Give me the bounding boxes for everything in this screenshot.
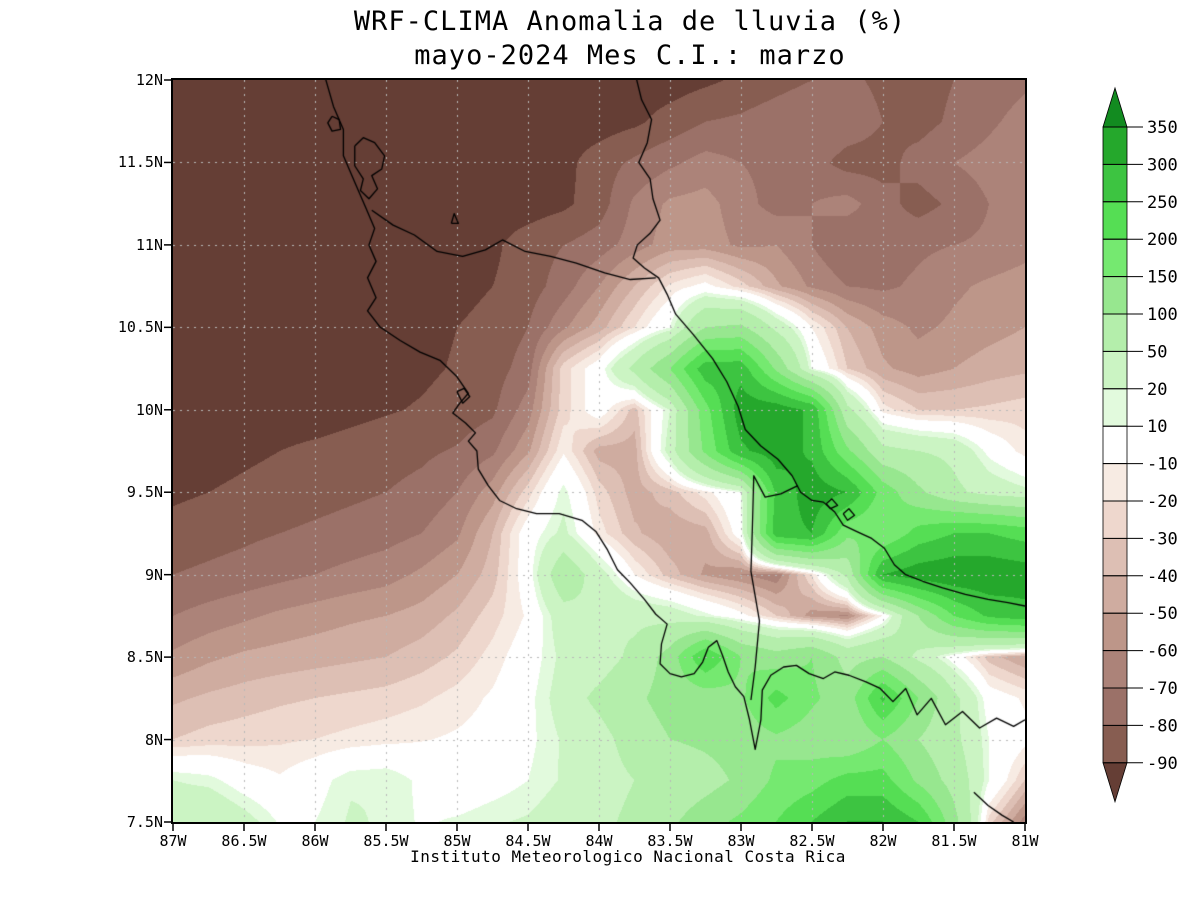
y-tick-label: 8.5N <box>126 648 163 667</box>
y-tick-label: 11.5N <box>117 153 163 172</box>
colorbar-tick-label: -30 <box>1147 529 1178 549</box>
colorbar-tick-label: 150 <box>1147 268 1178 288</box>
colorbar-tick-label: -60 <box>1147 642 1178 662</box>
colorbar-segment <box>1102 201 1128 240</box>
colorbar-segment <box>1102 500 1128 539</box>
y-tick-label: 12N <box>135 71 163 89</box>
colorbar-tick-label: 20 <box>1147 380 1167 400</box>
colorbar-upper-arrow <box>1102 86 1128 128</box>
colorbar-segment <box>1102 425 1128 465</box>
colorbar-segment <box>1102 313 1128 352</box>
colorbar-lower-arrow <box>1102 762 1128 804</box>
x-tick-label: 81.5W <box>931 832 977 850</box>
y-tick-label: 10.5N <box>117 318 163 337</box>
x-tick-label: 84.5W <box>505 832 551 850</box>
colorbar-tick-label: -50 <box>1147 604 1178 624</box>
colorbar-tick-label: 350 <box>1147 118 1178 138</box>
colorbar-segment <box>1102 238 1128 277</box>
colorbar-segment <box>1102 725 1128 764</box>
colorbar-segment <box>1102 350 1128 390</box>
colorbar-tick-label: -80 <box>1147 716 1178 736</box>
chart-subtitle: mayo-2024 Mes C.I.: marzo <box>414 40 846 71</box>
x-tick-label: 85.5W <box>363 832 409 850</box>
x-tick-label: 86W <box>301 832 329 850</box>
colorbar-tick-label: -70 <box>1147 679 1178 699</box>
colorbar-segment <box>1102 163 1128 203</box>
x-tick-label: 85W <box>443 832 471 850</box>
source-caption: Instituto Meteorologico Nacional Costa R… <box>410 847 846 866</box>
x-tick-label: 82.5W <box>789 832 835 850</box>
colorbar-tick-label: -40 <box>1147 567 1178 587</box>
y-tick-label: 10N <box>135 400 163 419</box>
colorbar-tick-label: -90 <box>1147 754 1178 774</box>
chart-title: WRF-CLIMA Anomalia de lluvia (%) <box>353 6 907 37</box>
colorbar-tick-label: 200 <box>1147 230 1178 250</box>
x-tick-label: 82W <box>869 832 897 850</box>
colorbar-segment <box>1102 276 1128 315</box>
colorbar-tick-label: 300 <box>1147 155 1178 175</box>
colorbar-tick-label: 10 <box>1147 417 1167 437</box>
contour-map-canvas <box>173 80 1025 822</box>
colorbar-segment <box>1102 388 1128 427</box>
map-plot-area <box>171 78 1027 824</box>
colorbar-segment <box>1102 463 1128 502</box>
y-tick-label: 8N <box>144 730 163 749</box>
colorbar-segment <box>1102 687 1128 726</box>
y-tick-label: 11N <box>135 235 163 254</box>
x-tick-label: 87W <box>159 832 187 850</box>
x-tick-label: 83W <box>727 832 755 850</box>
colorbar-tick-label: 100 <box>1147 305 1178 325</box>
colorbar-segment <box>1102 612 1128 652</box>
x-tick-label: 86.5W <box>221 832 267 850</box>
colorbar-tick-label: 250 <box>1147 193 1178 213</box>
x-tick-label: 84W <box>585 832 613 850</box>
colorbar-tick-label: 50 <box>1147 342 1167 362</box>
colorbar-segment <box>1102 126 1128 165</box>
colorbar-tick-label: -10 <box>1147 455 1178 475</box>
x-tick-label: 83.5W <box>647 832 693 850</box>
colorbar-segment <box>1102 650 1128 689</box>
y-tick-label: 9N <box>144 565 163 584</box>
colorbar-tick-label: -20 <box>1147 492 1178 512</box>
y-tick-label: 7.5N <box>126 813 163 831</box>
y-tick-label: 9.5N <box>126 483 163 502</box>
colorbar-segment <box>1102 575 1128 614</box>
colorbar-segment <box>1102 538 1128 577</box>
x-tick-label: 81W <box>1011 832 1039 850</box>
